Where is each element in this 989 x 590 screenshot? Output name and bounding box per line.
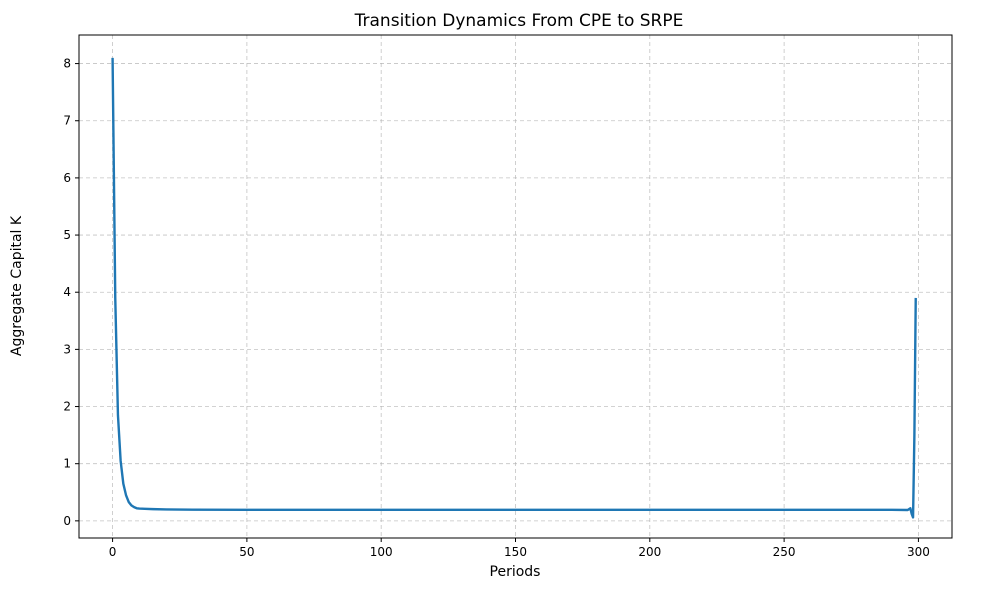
y-axis-label: Aggregate Capital K <box>9 215 25 356</box>
grid <box>79 35 952 538</box>
x-tick-label: 50 <box>239 545 254 559</box>
y-tick-label: 6 <box>63 171 71 185</box>
x-tick-label: 100 <box>370 545 393 559</box>
y-tick-label: 7 <box>63 114 71 128</box>
x-tick-label: 300 <box>907 545 930 559</box>
x-tick-label: 0 <box>109 545 117 559</box>
x-axis-label: Periods <box>490 564 541 580</box>
y-tick-label: 0 <box>63 514 71 528</box>
chart-title: Transition Dynamics From CPE to SRPE <box>354 11 684 31</box>
x-axis: 0 50 100 150 200 250 300 <box>109 538 930 559</box>
y-tick-label: 2 <box>63 400 71 414</box>
x-tick-label: 150 <box>504 545 527 559</box>
y-tick-label: 1 <box>63 457 71 471</box>
series-line <box>111 57 917 519</box>
x-tick-label: 250 <box>773 545 796 559</box>
x-tick-label: 200 <box>638 545 661 559</box>
y-tick-label: 3 <box>63 342 71 356</box>
y-tick-label: 8 <box>63 57 71 71</box>
y-tick-label: 4 <box>63 285 71 299</box>
y-tick-label: 5 <box>63 228 71 242</box>
plot-frame <box>78 34 953 539</box>
y-axis: 0 1 2 3 4 5 6 7 8 <box>63 57 79 528</box>
